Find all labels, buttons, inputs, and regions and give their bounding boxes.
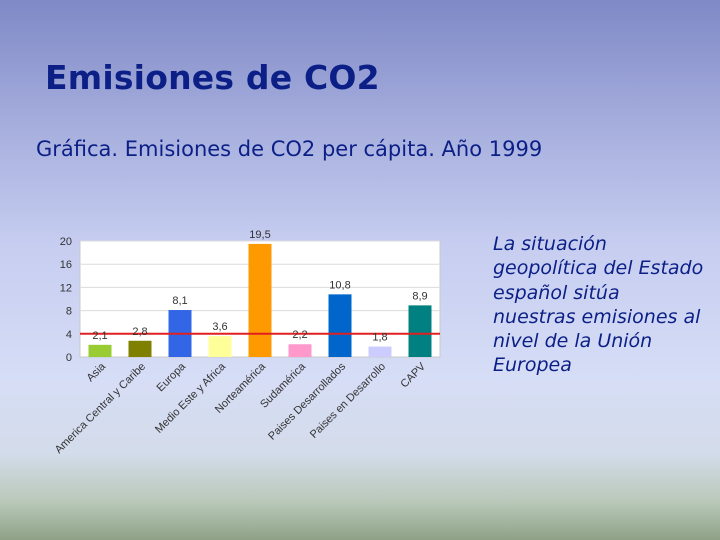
bar — [368, 346, 392, 357]
side-note: La situación geopolítica del Estado espa… — [493, 233, 704, 377]
data-label: 2,2 — [292, 329, 307, 341]
data-label: 10,8 — [329, 279, 350, 291]
y-tick-label: 12 — [60, 282, 72, 294]
x-tick-label: Europa — [155, 360, 189, 394]
y-axis-ticks: 0 4 8 12 16 20 — [60, 236, 72, 364]
y-tick-label: 8 — [66, 306, 72, 318]
x-tick-label: Medio Este y Africa — [153, 360, 229, 436]
data-label: 3,6 — [212, 321, 227, 333]
slide-title: Emisiones de CO2 — [45, 58, 380, 97]
x-tick-label: Asia — [84, 360, 108, 384]
bar — [128, 340, 152, 357]
data-label: 8,1 — [172, 295, 187, 307]
y-tick-label: 20 — [60, 236, 72, 248]
x-tick-label: Paises en Desarrollo — [308, 361, 388, 441]
value-labels: 2,1 2,8 8,1 3,6 19,5 2,2 10,8 1,8 8,9 — [92, 229, 427, 344]
x-tick-label: Paises Desarrollados — [266, 360, 348, 442]
y-tick-label: 0 — [66, 352, 72, 364]
data-label: 2,1 — [92, 330, 107, 342]
chart-subtitle: Gráfica. Emisiones de CO2 per cápita. Añ… — [36, 137, 543, 161]
bar — [248, 243, 272, 357]
bar — [408, 305, 432, 357]
data-label: 8,9 — [412, 290, 427, 302]
data-label: 1,8 — [372, 332, 387, 344]
x-tick-label: CAPV — [398, 360, 428, 390]
bar — [88, 344, 112, 357]
data-label: 2,8 — [132, 326, 147, 338]
bar — [288, 344, 312, 357]
bar — [208, 336, 232, 357]
bar — [328, 294, 352, 357]
data-label: 19,5 — [249, 229, 270, 241]
y-tick-label: 4 — [66, 329, 72, 341]
y-tick-label: 16 — [60, 259, 72, 271]
